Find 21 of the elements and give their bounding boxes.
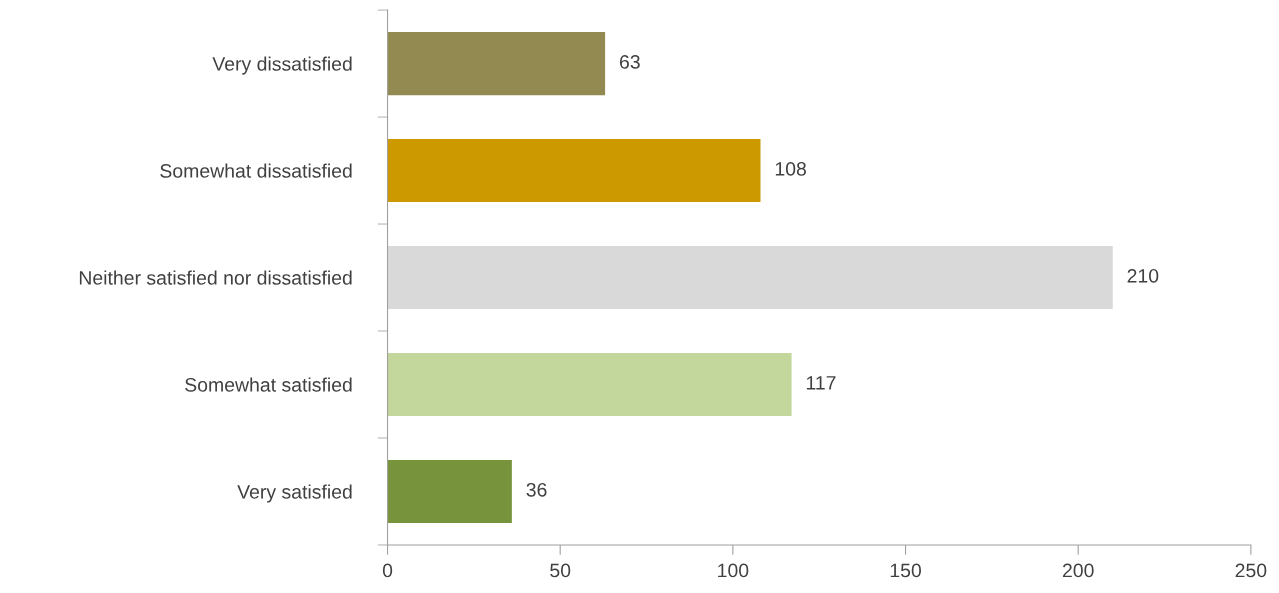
data-label: 210: [1127, 268, 1159, 283]
bar: [387, 459, 512, 524]
x-tick-label: 100: [718, 563, 749, 578]
x-tick-label: 0: [382, 563, 393, 578]
data-label: 108: [775, 162, 806, 176]
y-tick-label: Neither satisfied nor dissatisfied: [79, 270, 352, 285]
data-label: 36: [526, 482, 547, 497]
y-tick-label: Very dissatisfied: [212, 56, 352, 75]
data-label: 117: [806, 376, 836, 390]
x-tick-label: 150: [890, 563, 921, 578]
x-tick-label: 250: [1235, 563, 1267, 578]
bar: [387, 352, 792, 417]
x-tick-label: 200: [1062, 563, 1094, 578]
bar: [387, 32, 606, 96]
y-tick-label: Somewhat satisfied: [185, 377, 352, 392]
bar: [387, 138, 761, 203]
y-tick-label: Very satisfied: [237, 484, 352, 503]
bar: [387, 245, 1113, 310]
data-label: 63: [619, 55, 640, 69]
y-tick-label: Somewhat dissatisfied: [160, 163, 352, 178]
x-tick-label: 50: [550, 563, 571, 578]
